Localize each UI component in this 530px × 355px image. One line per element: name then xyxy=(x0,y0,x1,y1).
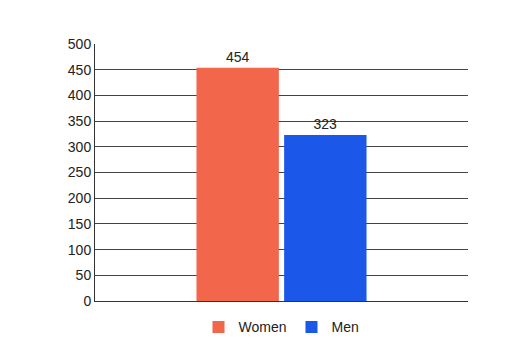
svg-text:0: 0 xyxy=(83,293,91,309)
svg-text:100: 100 xyxy=(68,242,92,258)
svg-text:150: 150 xyxy=(68,216,92,232)
svg-text:400: 400 xyxy=(68,87,92,103)
svg-text:350: 350 xyxy=(68,113,92,129)
svg-text:454: 454 xyxy=(226,49,250,65)
svg-text:Women: Women xyxy=(239,319,287,335)
svg-text:450: 450 xyxy=(68,62,92,78)
svg-text:250: 250 xyxy=(68,164,92,180)
svg-text:300: 300 xyxy=(68,139,92,155)
svg-text:50: 50 xyxy=(76,267,92,283)
svg-text:323: 323 xyxy=(314,116,338,132)
svg-text:500: 500 xyxy=(68,36,92,52)
svg-text:200: 200 xyxy=(68,190,92,206)
svg-text:Men: Men xyxy=(331,319,358,335)
